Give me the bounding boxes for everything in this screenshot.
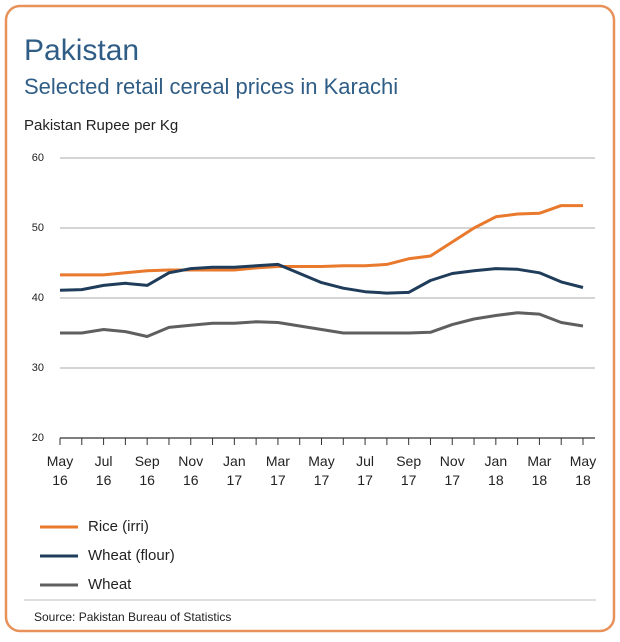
legend-label: Rice (irri) (88, 518, 149, 535)
x-tick-label: Sep 17 (396, 453, 421, 488)
line-series (59, 262, 584, 295)
legend-label: Wheat (flour) (88, 547, 175, 564)
x-tick-label: Jan 18 (485, 453, 508, 488)
x-tick-label: Mar 17 (266, 453, 290, 488)
y-tick-label: 50 (32, 222, 44, 234)
x-tick-label: Sep 16 (135, 453, 160, 488)
x-tick-label: Jan 17 (223, 453, 246, 488)
chart-subtitle: Selected retail cereal prices in Karachi (24, 74, 398, 99)
line-series (60, 204, 583, 277)
x-tick-label: Nov 17 (440, 453, 465, 488)
source: Source: Pakistan Bureau of Statistics (34, 610, 231, 624)
x-tick-label: Jul 17 (356, 453, 374, 488)
chart-title: Pakistan (24, 34, 139, 67)
x-tick-label: May 17 (308, 453, 334, 488)
y-tick-label: 30 (32, 362, 44, 374)
x-tick-label: May 16 (47, 453, 73, 488)
x-tick-label: Nov 16 (178, 453, 203, 488)
line-series (60, 311, 584, 338)
y-tick-label: 40 (32, 292, 44, 304)
card (4, 4, 616, 633)
x-tick-label: Mar 18 (527, 453, 551, 488)
x-tick-label: Jul 16 (95, 453, 113, 488)
y-tick-label: 20 (32, 432, 44, 444)
legend-label: Wheat (88, 576, 132, 593)
y-axis-label: Pakistan Rupee per Kg (24, 117, 178, 134)
y-tick-label: 60 (32, 152, 44, 164)
x-tick-label: May 18 (570, 453, 596, 488)
